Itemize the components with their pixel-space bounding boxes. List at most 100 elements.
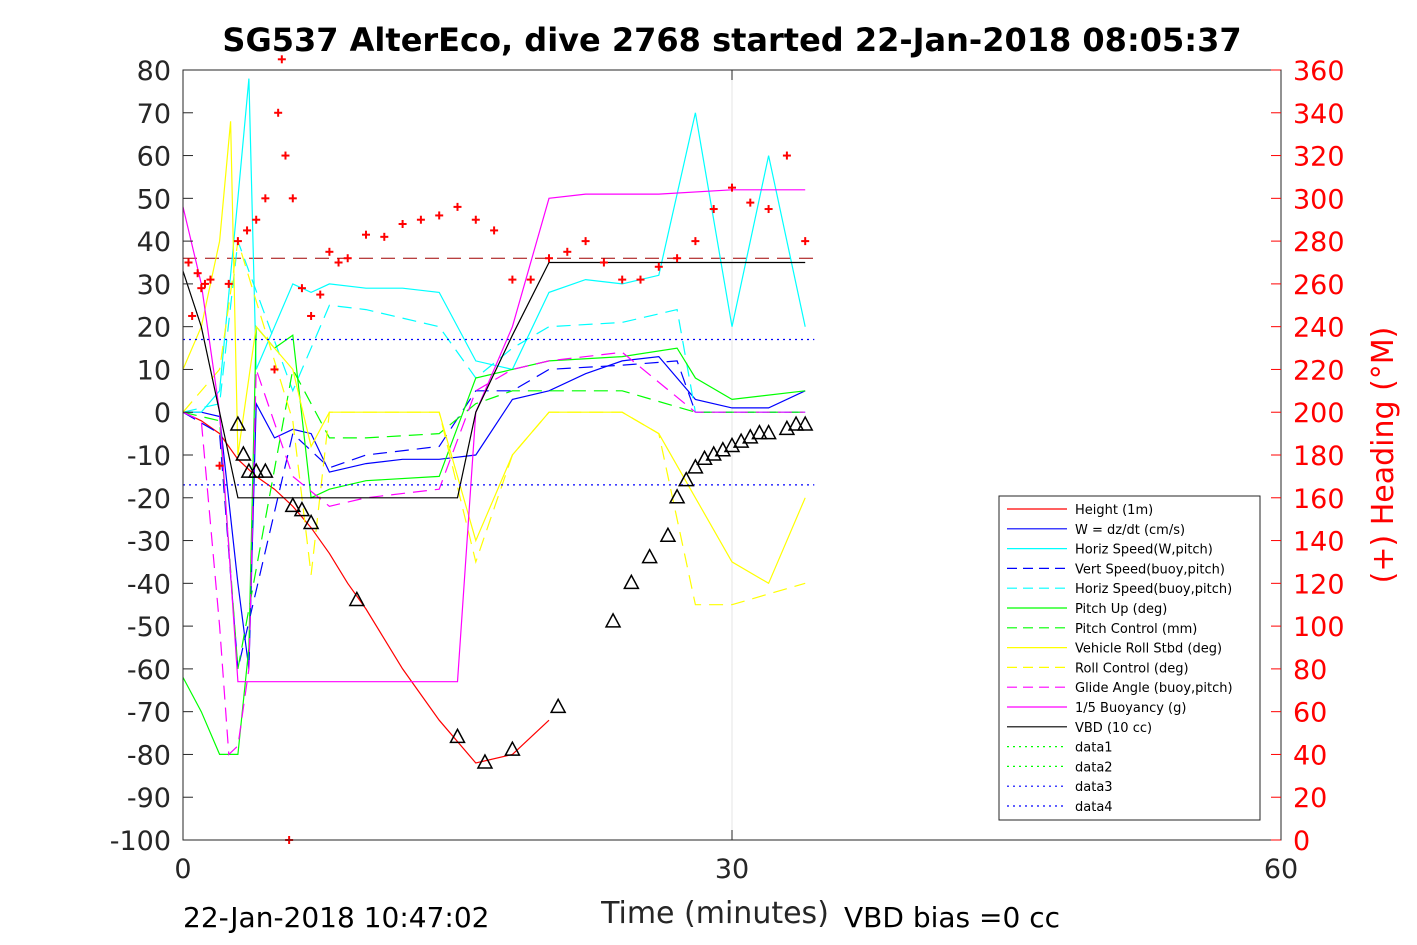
legend-label: Glide Angle (buoy,pitch) <box>1075 681 1233 696</box>
heading-point <box>398 220 407 228</box>
triangle-marker <box>641 548 658 564</box>
legend-label: Pitch Up (deg) <box>1075 602 1167 617</box>
heading-point <box>691 237 700 246</box>
triangle-marker <box>760 424 777 440</box>
triangle-marker <box>293 501 311 517</box>
series-line <box>182 240 806 606</box>
legend-label: data4 <box>1075 800 1113 815</box>
heading-point <box>728 183 736 192</box>
heading-point <box>206 275 215 284</box>
heading-point <box>380 232 389 241</box>
right-tick-label: 280 <box>1293 227 1345 258</box>
triangle-marker <box>751 424 768 440</box>
heading-point <box>618 275 627 284</box>
x-tick-label: 0 <box>174 854 191 885</box>
heading-point <box>281 151 290 160</box>
right-axis-label: (+) Heading (°M) <box>1366 327 1401 584</box>
y-tick-label: 50 <box>137 184 171 215</box>
legend-label: Horiz Speed(W,pitch) <box>1075 543 1213 558</box>
heading-point <box>325 247 334 256</box>
triangle-markers <box>229 415 814 769</box>
y-tick-label: 20 <box>137 313 171 344</box>
series-line <box>182 189 806 683</box>
right-tick-label: 360 <box>1293 56 1345 87</box>
heading-point <box>416 215 425 224</box>
triangle-marker <box>247 462 265 478</box>
right-axis-ticks: 3603403203002802602402202001801601401201… <box>1271 56 1345 857</box>
triangle-marker <box>348 590 366 607</box>
x-axis-label: Time (minutes) <box>600 896 829 931</box>
legend-label: Pitch Control (mm) <box>1075 622 1197 637</box>
triangle-marker <box>787 415 805 431</box>
heading-point <box>277 55 286 64</box>
right-tick-label: 240 <box>1293 313 1345 344</box>
right-tick-label: 320 <box>1293 142 1345 173</box>
heading-point <box>654 262 663 271</box>
y-tick-label: 40 <box>137 227 171 258</box>
heading-point <box>252 215 261 224</box>
heading-point <box>545 254 553 263</box>
plot-area <box>182 55 1282 844</box>
triangle-marker <box>623 573 640 590</box>
y-tick-label: -10 <box>127 441 171 472</box>
left-axis-ticks: 80 70 60 50 40 30 20 10 0 -10 -20 -30 -40 -50 -60 -70 -8… <box>110 56 193 857</box>
right-tick-label: 40 <box>1293 740 1327 771</box>
heading-point <box>764 205 773 214</box>
y-tick-label: 10 <box>137 355 171 386</box>
triangle-marker <box>796 415 814 431</box>
legend-label: Vehicle Roll Stbd (deg) <box>1075 642 1222 657</box>
y-tick-label: -80 <box>127 740 171 771</box>
triangle-marker <box>476 753 494 769</box>
heading-point <box>334 258 343 267</box>
right-tick-label: 120 <box>1293 569 1345 600</box>
legend-label: data2 <box>1075 760 1113 775</box>
x-axis-ticks: 0 30 60 <box>174 70 1298 885</box>
right-tick-label: 0 <box>1293 826 1310 857</box>
x-tick-label: 60 <box>1264 854 1298 885</box>
right-tick-label: 20 <box>1293 783 1327 814</box>
heading-point <box>471 215 480 224</box>
right-tick-label: 180 <box>1293 441 1345 472</box>
triangle-marker <box>284 496 302 513</box>
heading-point <box>636 275 645 284</box>
heading-point <box>746 198 755 207</box>
y-tick-label: -40 <box>127 569 171 600</box>
heading-point <box>490 226 499 235</box>
heading-point <box>261 194 270 203</box>
heading-point <box>343 254 352 263</box>
heading-point <box>224 279 233 288</box>
legend-label: 1/5 Buoyancy (g) <box>1075 701 1186 716</box>
triangle-marker <box>604 612 622 628</box>
triangle-marker <box>449 727 466 744</box>
right-tick-label: 140 <box>1293 527 1345 558</box>
right-tick-label: 100 <box>1293 612 1345 643</box>
triangle-marker <box>687 458 704 474</box>
heading-point <box>316 290 325 299</box>
y-tick-label: 80 <box>137 56 171 87</box>
heading-point <box>215 461 224 470</box>
triangle-marker <box>549 697 567 714</box>
heading-point <box>188 311 197 320</box>
series-line <box>182 121 806 585</box>
y-tick-label: 60 <box>137 142 171 173</box>
y-tick-label: -60 <box>127 655 171 686</box>
triangle-marker <box>504 740 521 756</box>
heading-point <box>782 151 791 160</box>
y-tick-label: -30 <box>127 527 171 558</box>
chart-title: SG537 AlterEco, dive 2768 started 22-Jan… <box>222 21 1241 59</box>
heading-point <box>243 226 252 235</box>
heading-point <box>193 269 202 278</box>
right-tick-label: 220 <box>1293 355 1345 386</box>
heading-point <box>563 247 572 256</box>
triangle-marker <box>235 445 252 461</box>
heading-point <box>673 254 682 263</box>
y-tick-label: 70 <box>137 99 171 130</box>
heading-point <box>581 237 590 246</box>
triangle-marker <box>302 513 320 530</box>
y-tick-label: -90 <box>127 783 171 814</box>
right-tick-label: 260 <box>1293 270 1345 301</box>
triangle-marker <box>677 471 695 487</box>
y-tick-label: -100 <box>110 826 171 857</box>
legend-label: Roll Control (deg) <box>1075 661 1189 676</box>
